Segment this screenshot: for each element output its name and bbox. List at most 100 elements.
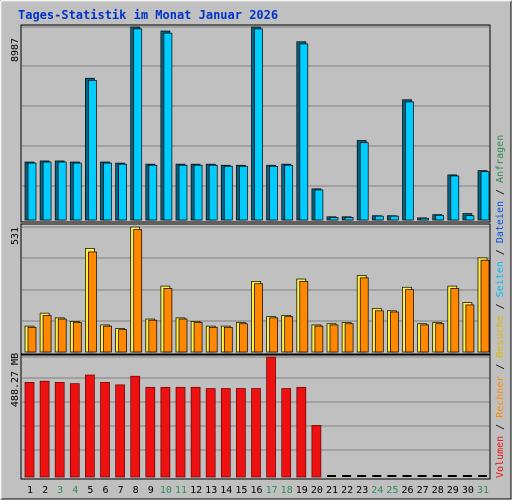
bar-dateien (450, 175, 460, 221)
bar-volumen (220, 388, 231, 478)
x-tick-label: 16 (250, 485, 262, 496)
legend-sep-3: / (495, 297, 506, 315)
bar-dateien (163, 32, 173, 221)
bar-dateien (420, 217, 429, 221)
bar-dateien (57, 161, 67, 221)
bar-besuche (148, 319, 158, 353)
bar-besuche (223, 326, 233, 353)
bar-dateien (314, 189, 324, 221)
bar-besuche (57, 318, 67, 353)
bar-volumen-zero (327, 475, 336, 477)
bar-volumen (69, 383, 80, 478)
bar-besuche (254, 283, 263, 353)
x-tick-label: 5 (87, 485, 93, 496)
bar-volumen (160, 386, 171, 478)
legend-sep-2: / (495, 358, 506, 376)
bar-dateien (42, 161, 52, 221)
bar-volumen-zero (357, 475, 367, 477)
bar-volumen (266, 356, 276, 478)
bar-volumen (251, 388, 261, 478)
bar-besuche (239, 323, 248, 353)
bar-dateien (465, 215, 475, 221)
x-tick-label: 15 (235, 485, 247, 496)
legend-dateien: Dateien (495, 201, 506, 243)
bar-volumen (311, 425, 322, 478)
x-tick-label: 21 (326, 485, 338, 496)
bar-dateien (269, 165, 278, 221)
x-tick-label: 3 (57, 485, 63, 496)
bar-dateien (118, 163, 127, 221)
legend-besuche: Besuche (495, 315, 506, 357)
bar-volumen-zero (478, 475, 487, 477)
bar-besuche (465, 304, 475, 353)
x-tick-label: 8 (133, 485, 139, 496)
x-tick-label: 23 (356, 485, 368, 496)
x-tick-label: 18 (281, 485, 293, 496)
ylabel-bottom: 488.27 MB (10, 353, 21, 407)
x-tick-label: 4 (72, 485, 78, 496)
bar-dateien (223, 165, 233, 221)
bar-dateien (208, 164, 218, 221)
x-tick-label: 2 (42, 485, 48, 496)
legend-rechner: Rechner (495, 376, 506, 418)
bar-dateien (148, 164, 158, 221)
bar-besuche (450, 288, 460, 353)
x-tick-label: 13 (205, 485, 217, 496)
bar-volumen-zero (462, 475, 472, 477)
x-tick-label: 26 (401, 485, 413, 496)
bar-besuche (299, 281, 309, 353)
bar-besuche (193, 322, 203, 353)
bar-volumen (100, 382, 110, 478)
bar-besuche (178, 318, 188, 353)
bar-volumen (24, 382, 35, 478)
bar-besuche (163, 288, 173, 353)
x-tick-label: 6 (102, 485, 108, 496)
legend-anfragen: Anfragen (495, 135, 506, 183)
bar-besuche (103, 325, 112, 353)
bar-dateien (88, 80, 97, 221)
ylabel-middle: 531 (10, 227, 21, 245)
bar-dateien (27, 162, 37, 221)
bar-dateien (435, 214, 445, 221)
x-tick-label: 25 (386, 485, 398, 496)
bar-dateien (329, 217, 339, 221)
bar-besuche (42, 315, 52, 353)
bar-besuche (344, 323, 354, 353)
bar-besuche (329, 324, 339, 353)
bar-dateien (239, 165, 248, 221)
bar-dateien (178, 164, 188, 221)
bar-volumen (54, 382, 65, 478)
legend-sep-4: / (495, 243, 506, 261)
x-tick-label: 11 (175, 485, 187, 496)
bar-besuche (133, 229, 143, 353)
bar-besuche (118, 329, 127, 353)
x-tick-label: 10 (160, 485, 172, 496)
bar-dateien (405, 101, 414, 221)
bar-besuche (72, 322, 82, 353)
ylabel-top: 8987 (10, 38, 21, 62)
x-tick-label: 24 (371, 485, 383, 496)
bar-volumen (205, 388, 216, 478)
bar-volumen (175, 386, 186, 478)
x-tick-label: 28 (432, 485, 444, 496)
legend-sep-1: / (495, 418, 506, 436)
chart-title: Tages-Statistik im Monat Januar 2026 (18, 8, 278, 22)
bar-volumen (190, 386, 201, 478)
bar-volumen (296, 386, 307, 478)
bar-besuche (435, 323, 445, 353)
bar-dateien (344, 217, 354, 221)
bar-dateien (480, 171, 490, 221)
bar-besuche (27, 326, 37, 353)
x-axis-ticks: 1 2 3 4 5 6 7 8 9 10 11 12 13 14 15 16 17 18 19 20 21 22 23 24 2… (27, 485, 489, 496)
bar-volumen-zero (447, 475, 457, 477)
bar-besuche (420, 324, 429, 353)
x-tick-label: 31 (477, 485, 489, 496)
x-tick-label: 1 (27, 485, 33, 496)
x-tick-label: 17 (266, 485, 278, 496)
bar-volumen (281, 388, 292, 478)
bar-dateien (299, 43, 309, 221)
bar-volumen-zero (432, 475, 442, 477)
bar-dateien (72, 162, 82, 221)
